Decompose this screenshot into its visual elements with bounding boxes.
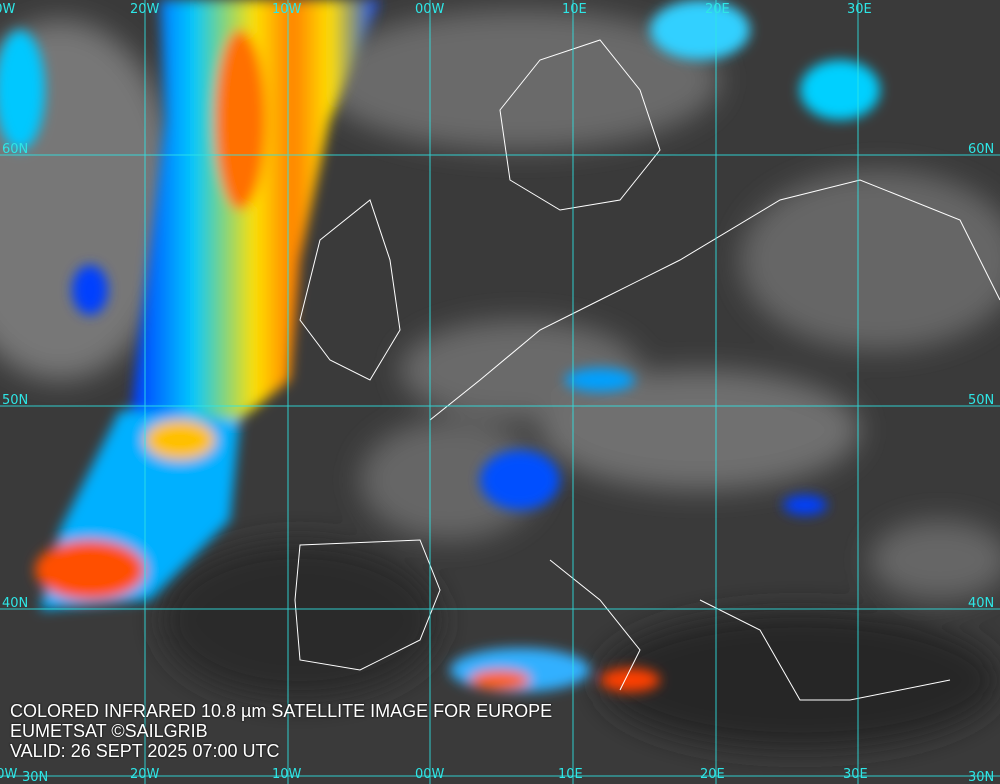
right-lat-label: 40N [968,596,995,611]
bottom-lon-label: 20W [130,767,160,782]
caption-title: COLORED INFRARED 10.8 µm SATELLITE IMAGE… [10,701,553,721]
bottom-lon-label: 10W [272,767,302,782]
top-lon-label: 10W [272,2,302,17]
top-lon-label: 00W [415,2,445,17]
bottom-lon-label: 20E [700,767,725,782]
top-lon-label: 30E [847,2,872,17]
bottom-lon-label: 10E [558,767,583,782]
coastlines [294,39,1000,701]
caption-credit: EUMETSAT ©SAILGRIB [10,721,208,741]
cold-cloud-tops [0,0,880,692]
left-lat-label: 40N [2,596,29,611]
top-lon-label: 30W [0,2,16,17]
left-lat-label: 50N [2,393,29,408]
caption-valid-time: VALID: 26 SEPT 2025 07:00 UTC [10,741,280,761]
right-lat-label: 60N [968,142,995,157]
top-lon-label: 20E [705,2,730,17]
grey-clouds [0,10,1000,750]
bottom-lon-label: 00W [415,767,445,782]
top-lon-label: 10E [562,2,587,17]
bottom-lon-label: 30W [0,767,18,782]
image-caption: COLORED INFRARED 10.8 µm SATELLITE IMAGE… [10,701,552,761]
left-lat-label: 30N [22,770,49,784]
top-lon-label: 20W [130,2,160,17]
right-lat-label: 30N [968,770,995,784]
bottom-lon-label: 30E [843,767,868,782]
left-lat-label: 60N [2,142,29,157]
right-lat-label: 50N [968,393,995,408]
